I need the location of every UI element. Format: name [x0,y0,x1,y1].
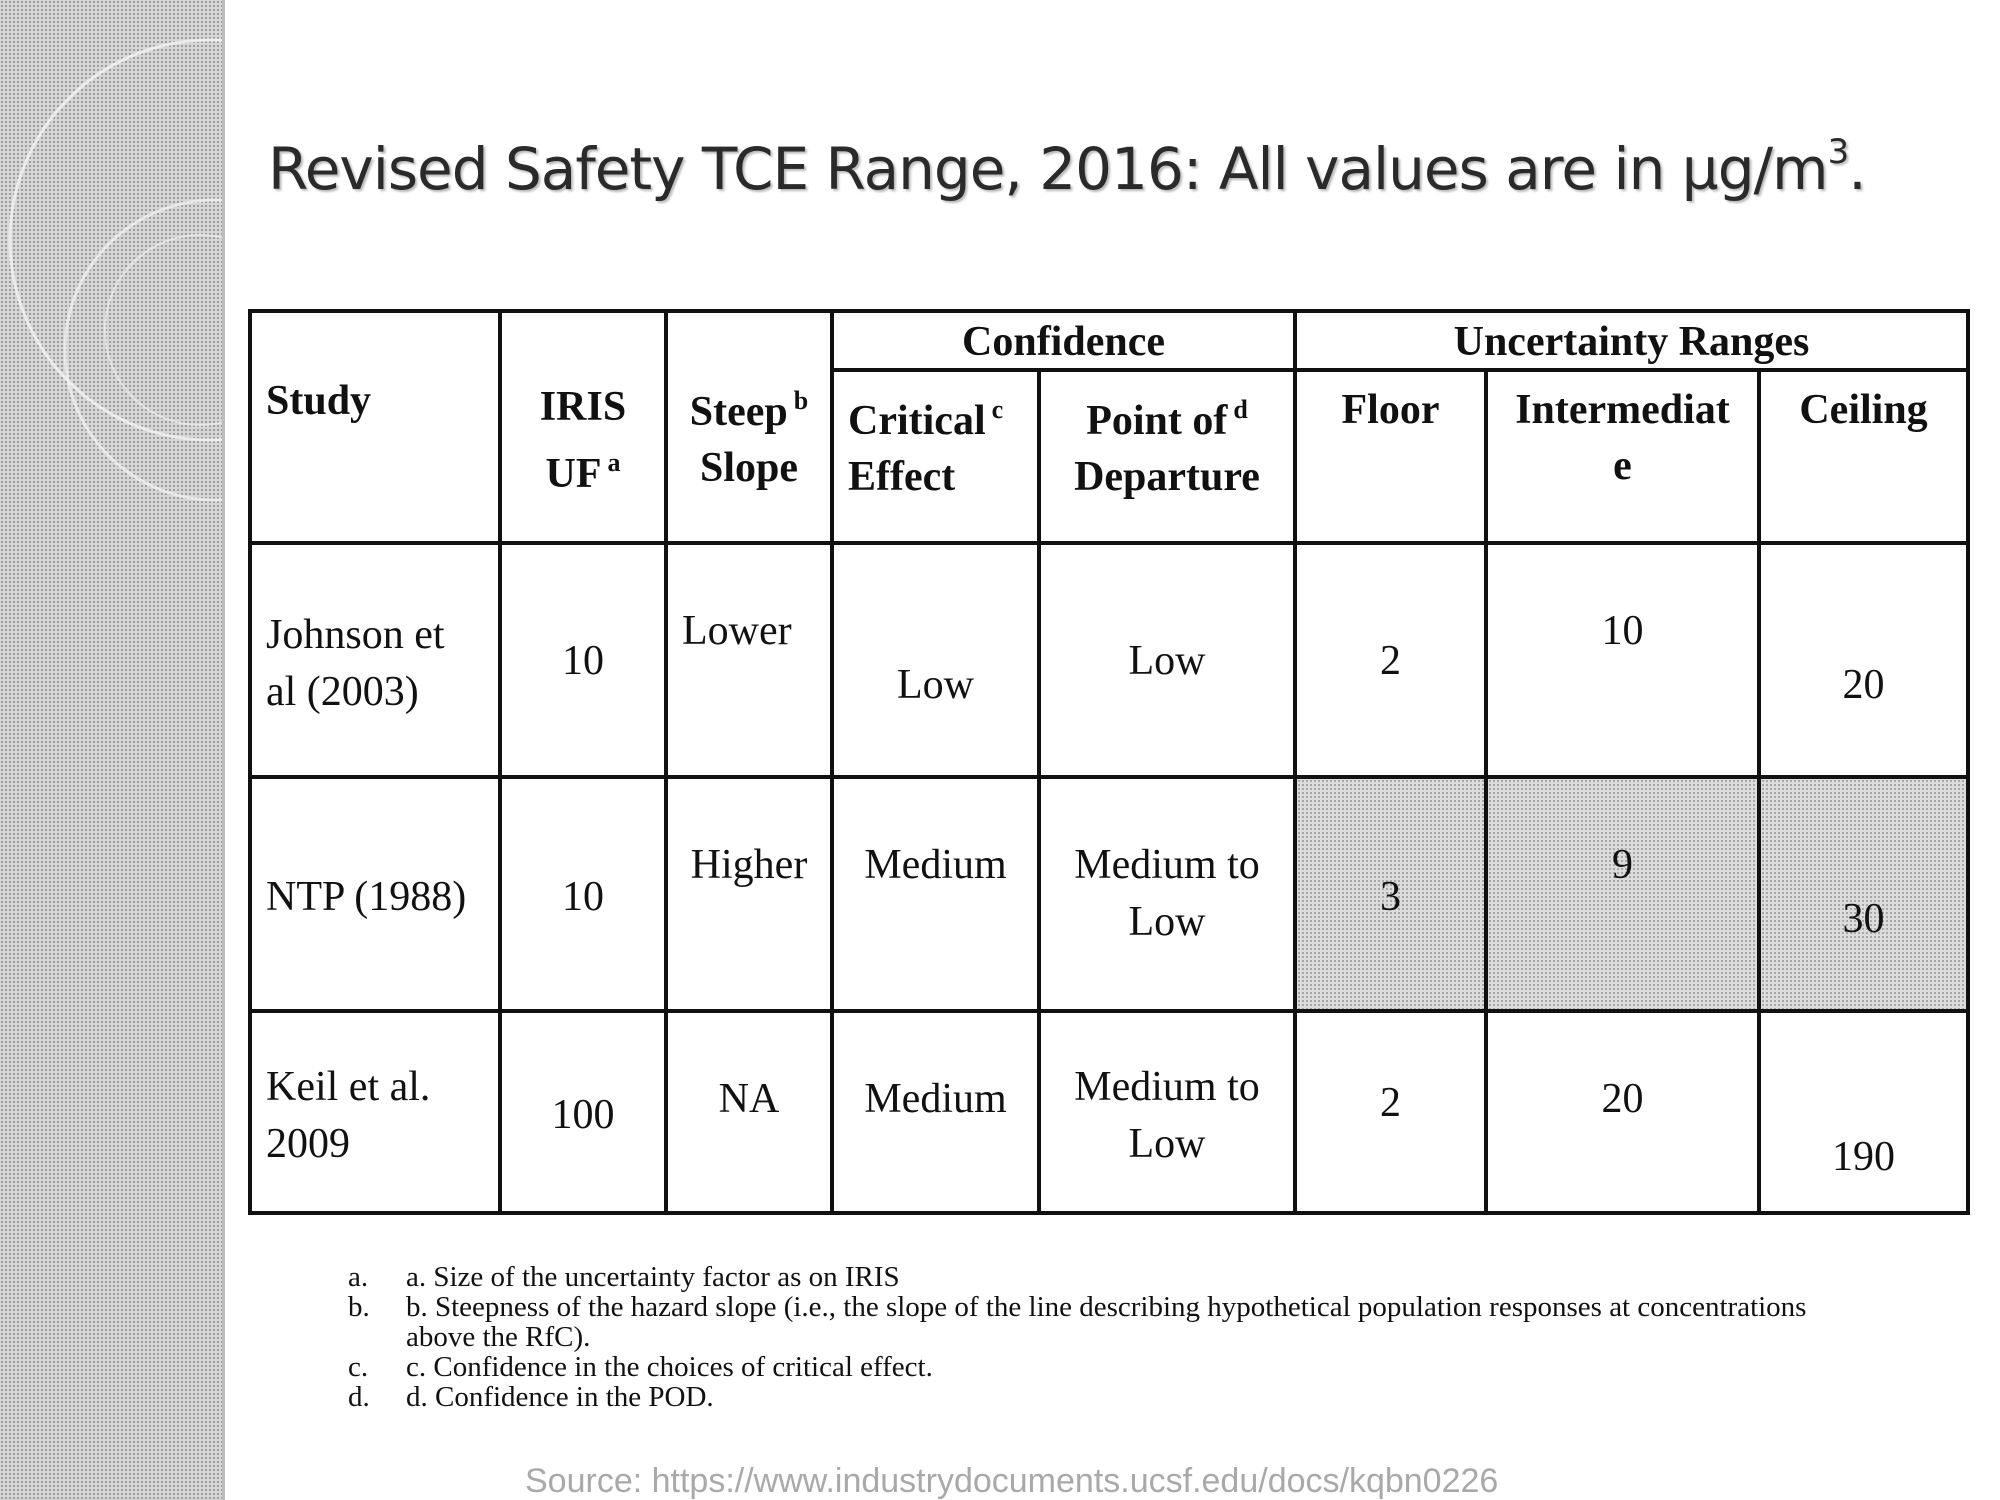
side-panel-edge [222,0,225,1500]
footnote-text: a. Size of the uncertainty factor as on … [406,1261,900,1293]
pod-line1: Low [1128,638,1206,684]
table-group-header-row: Study IRIS UF a Steep b Slope Confidence U… [248,309,1971,545]
footnote-marker: c. [348,1351,369,1383]
pod-line1: Medium to [1074,1064,1260,1110]
cell-ceiling: 30 [1756,775,1971,1013]
footnote-text: b. Steepness of the hazard slope (i.e., … [406,1291,1807,1353]
header-pod-line1: Point of [1086,398,1228,444]
cell-ceiling: 190 [1756,1009,1971,1215]
header-critical-effect: Critical c Effect [830,368,1041,545]
footnote-marker-a: a [607,448,621,477]
table-row: NTP (1988) 10 Higher Medium Medium to Lo… [248,775,1971,1013]
footnote-text: d. Confidence in the POD. [406,1381,714,1413]
source-citation: Source: https://www.industrydocuments.uc… [525,1462,1499,1500]
pod-line1: Medium to [1074,842,1260,888]
study-line2: al (2003) [266,669,419,715]
pod-line2: Low [1128,899,1206,945]
cell-study: Johnson et al (2003) [248,541,502,779]
cell-floor: 3 [1293,775,1488,1013]
tce-range-table: Study IRIS UF a Steep b Slope Confidence U… [248,309,1971,1215]
header-ceiling: Ceiling [1756,368,1971,545]
header-study: Study [248,309,502,545]
cell-iris-uf: 100 [498,1009,668,1215]
header-steep-slope: Steep b Slope [664,309,834,545]
cell-steep-slope: Higher [664,775,834,1013]
cell-critical-effect: Low [830,541,1041,779]
study-line1: Johnson et [266,612,445,658]
header-intermediate-line1: Intermediat [1515,387,1730,433]
page-title: Revised Safety TCE Range, 2016: All valu… [268,132,1968,203]
cell-intermediate: 20 [1484,1009,1761,1215]
footnote-d: d. d. Confidence in the POD. [348,1382,1848,1412]
study-line1: NTP (1988) [266,874,467,920]
footnote-marker-c: c [991,395,1004,424]
cell-study: Keil et al. 2009 [248,1009,502,1215]
cell-floor: 2 [1293,541,1488,779]
cell-iris-uf: 10 [498,775,668,1013]
table-sub-header-row: Critical c Effect Point of d Departure Flo… [250,368,1971,545]
decorative-swirl-graphic [8,38,225,502]
cell-study: NTP (1988) [248,775,502,1013]
cell-floor: 2 [1293,1009,1488,1215]
header-iris-line1: IRIS [539,384,627,430]
footnote-marker: a. [348,1261,369,1293]
header-point-of-departure: Point of d Departure [1037,368,1297,545]
pod-line2: Low [1128,1121,1206,1167]
title-text: Revised Safety TCE Range, 2016: All valu… [268,135,1829,203]
study-line1: Keil et al. [266,1064,431,1110]
header-steep-line1: Steep [689,389,788,435]
table-row: Johnson et al (2003) 10 Lower Low Low 2 … [248,541,1971,779]
cell-ceiling: 20 [1756,541,1971,779]
footnote-marker: b. [348,1291,370,1323]
header-critical-line1: Critical [848,398,986,444]
header-group-confidence: Confidence [830,309,1297,372]
cell-steep-slope: NA [664,1009,834,1215]
footnote-b: b. b. Steepness of the hazard slope (i.e… [348,1292,1848,1352]
table-row: Keil et al. 2009 100 NA Medium Medium to… [248,1009,1971,1215]
cell-point-of-departure: Medium to Low [1037,1009,1297,1215]
study-line2: 2009 [266,1121,350,1167]
cell-iris-uf: 10 [498,541,668,779]
footnote-marker-d: d [1233,395,1248,424]
cell-intermediate: 10 [1484,541,1761,779]
footnote-a: a. a. Size of the uncertainty factor as … [348,1262,1848,1292]
footnote-text: c. Confidence in the choices of critical… [406,1351,933,1383]
decorative-side-panel [0,0,225,1500]
header-iris-uf: IRIS UF a [498,309,668,545]
footnotes: a. a. Size of the uncertainty factor as … [348,1262,1848,1412]
header-iris-line2: UF [545,451,602,497]
header-group-uncertainty: Uncertainty Ranges [1292,309,1971,372]
header-floor: Floor [1293,368,1488,545]
header-intermediate-line2: e [1613,443,1632,489]
cell-critical-effect: Medium [830,775,1041,1013]
header-pod-line2: Departure [1074,454,1260,500]
header-intermediate: Intermediat e [1484,368,1761,545]
cell-point-of-departure: Medium to Low [1037,775,1297,1013]
header-steep-line2: Slope [699,445,799,491]
cell-steep-slope: Lower [664,541,834,779]
footnote-c: c. c. Confidence in the choices of criti… [348,1352,1848,1382]
footnote-marker: d. [348,1381,370,1413]
title-end: . [1848,135,1866,203]
cell-critical-effect: Medium [830,1009,1041,1215]
cell-point-of-departure: Low [1037,541,1297,779]
header-critical-line2: Effect [848,454,956,500]
cell-intermediate: 9 [1484,775,1761,1013]
title-superscript: 3 [1827,132,1850,172]
footnote-marker-b: b [793,386,809,415]
